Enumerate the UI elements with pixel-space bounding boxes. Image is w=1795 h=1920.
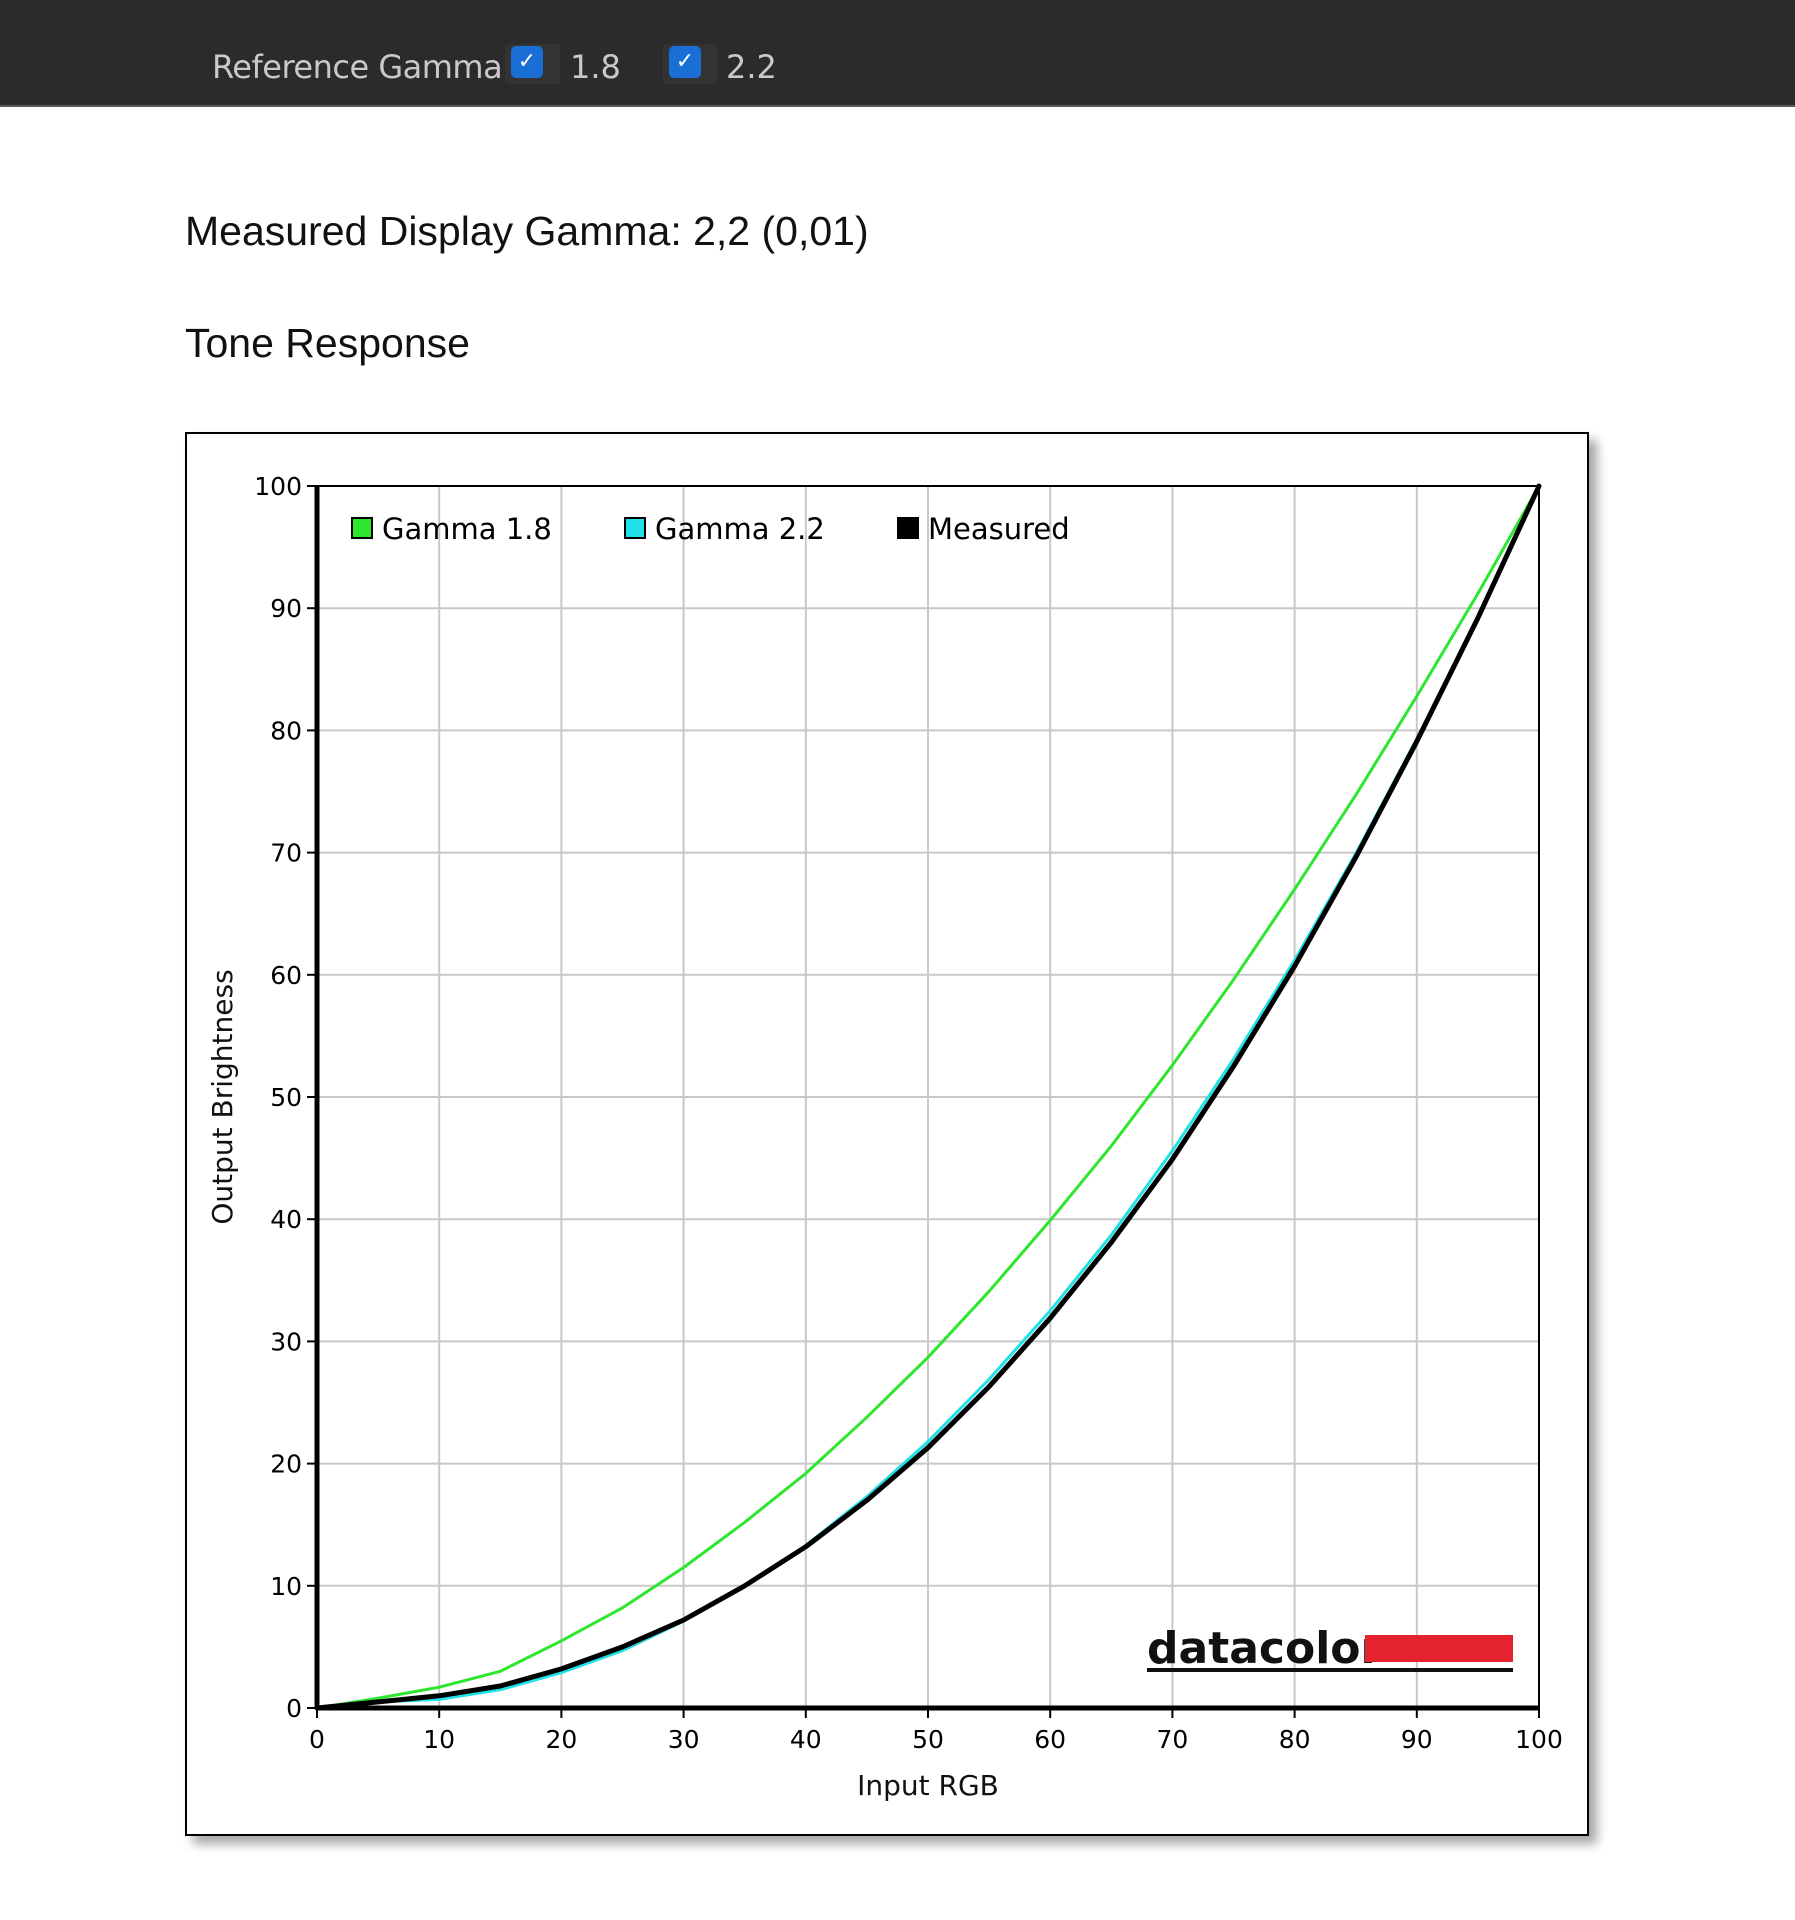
x-axis-title: Input RGB (857, 1769, 999, 1802)
legend-label: Measured (928, 512, 1070, 546)
x-tick-label: 10 (423, 1725, 455, 1754)
x-tick-label: 0 (309, 1725, 325, 1754)
x-tick-label: 80 (1279, 1725, 1311, 1754)
y-tick-label: 70 (270, 839, 302, 868)
logo-underline (1147, 1668, 1513, 1672)
chart-svg: 0 10 20 30 40 50 60 70 80 90 100 0 10 20 30 40 50 60 70 80 9… (206, 472, 1563, 1802)
series-line-measured (314, 483, 1542, 1711)
y-tick-label: 10 (270, 1572, 302, 1601)
y-tick-label: 40 (270, 1205, 302, 1234)
x-tick-label: 70 (1156, 1725, 1188, 1754)
x-tick-label: 60 (1034, 1725, 1066, 1754)
gamma-1-8-checkbox[interactable]: ✓ (505, 44, 560, 84)
legend-label: Gamma 1.8 (382, 512, 552, 546)
gamma-2-2-checkbox[interactable]: ✓ (663, 44, 718, 84)
y-tick-label: 80 (270, 716, 302, 745)
x-tick-label: 30 (668, 1725, 700, 1754)
x-tick-label: 20 (545, 1725, 577, 1754)
y-tick-label: 0 (286, 1694, 302, 1723)
check-icon: ✓ (511, 46, 543, 78)
gamma-1-8-label[interactable]: 1.8 (570, 48, 621, 86)
x-tick-label: 90 (1401, 1725, 1433, 1754)
legend-swatch (351, 517, 373, 539)
y-tick-label: 60 (270, 961, 302, 990)
tick-layer: 0 10 20 30 40 50 60 70 80 90 100 0 10 20 30 40 50 60 70 80 9… (254, 472, 1563, 1754)
series-layer (314, 483, 1542, 1711)
y-tick-label: 30 (270, 1327, 302, 1356)
y-axis-title: Output Brightness (206, 969, 239, 1224)
series-line-gamma-1-8 (315, 484, 1541, 1710)
section-title: Tone Response (185, 320, 470, 366)
top-toolbar: Reference Gamma: ✓ 1.8 ✓ 2.2 (0, 0, 1795, 107)
x-tick-label: 50 (912, 1725, 944, 1754)
legend-swatch (897, 517, 919, 539)
measured-gamma-heading: Measured Display Gamma: 2,2 (0,01) (185, 208, 869, 254)
y-tick-label: 100 (254, 472, 302, 501)
check-icon: ✓ (669, 46, 701, 78)
datacolor-logo: datacolor (1147, 1623, 1513, 1674)
logo-text: datacolor (1147, 1623, 1383, 1674)
y-tick-label: 50 (270, 1083, 302, 1112)
logo-red-bar (1365, 1635, 1513, 1662)
gamma-2-2-label[interactable]: 2.2 (726, 48, 777, 86)
y-tick-label: 90 (270, 594, 302, 623)
reference-gamma-label: Reference Gamma: (212, 48, 513, 86)
x-tick-label: 40 (790, 1725, 822, 1754)
legend-label: Gamma 2.2 (655, 512, 825, 546)
y-tick-label: 20 (270, 1450, 302, 1479)
legend: Gamma 1.8 Gamma 2.2 Measured (351, 512, 1070, 546)
x-tick-label: 100 (1515, 1725, 1563, 1754)
tone-response-chart: 0 10 20 30 40 50 60 70 80 90 100 0 10 20 30 40 50 60 70 80 9… (185, 432, 1589, 1836)
grid-layer (316, 485, 1540, 1709)
legend-swatch (624, 517, 646, 539)
